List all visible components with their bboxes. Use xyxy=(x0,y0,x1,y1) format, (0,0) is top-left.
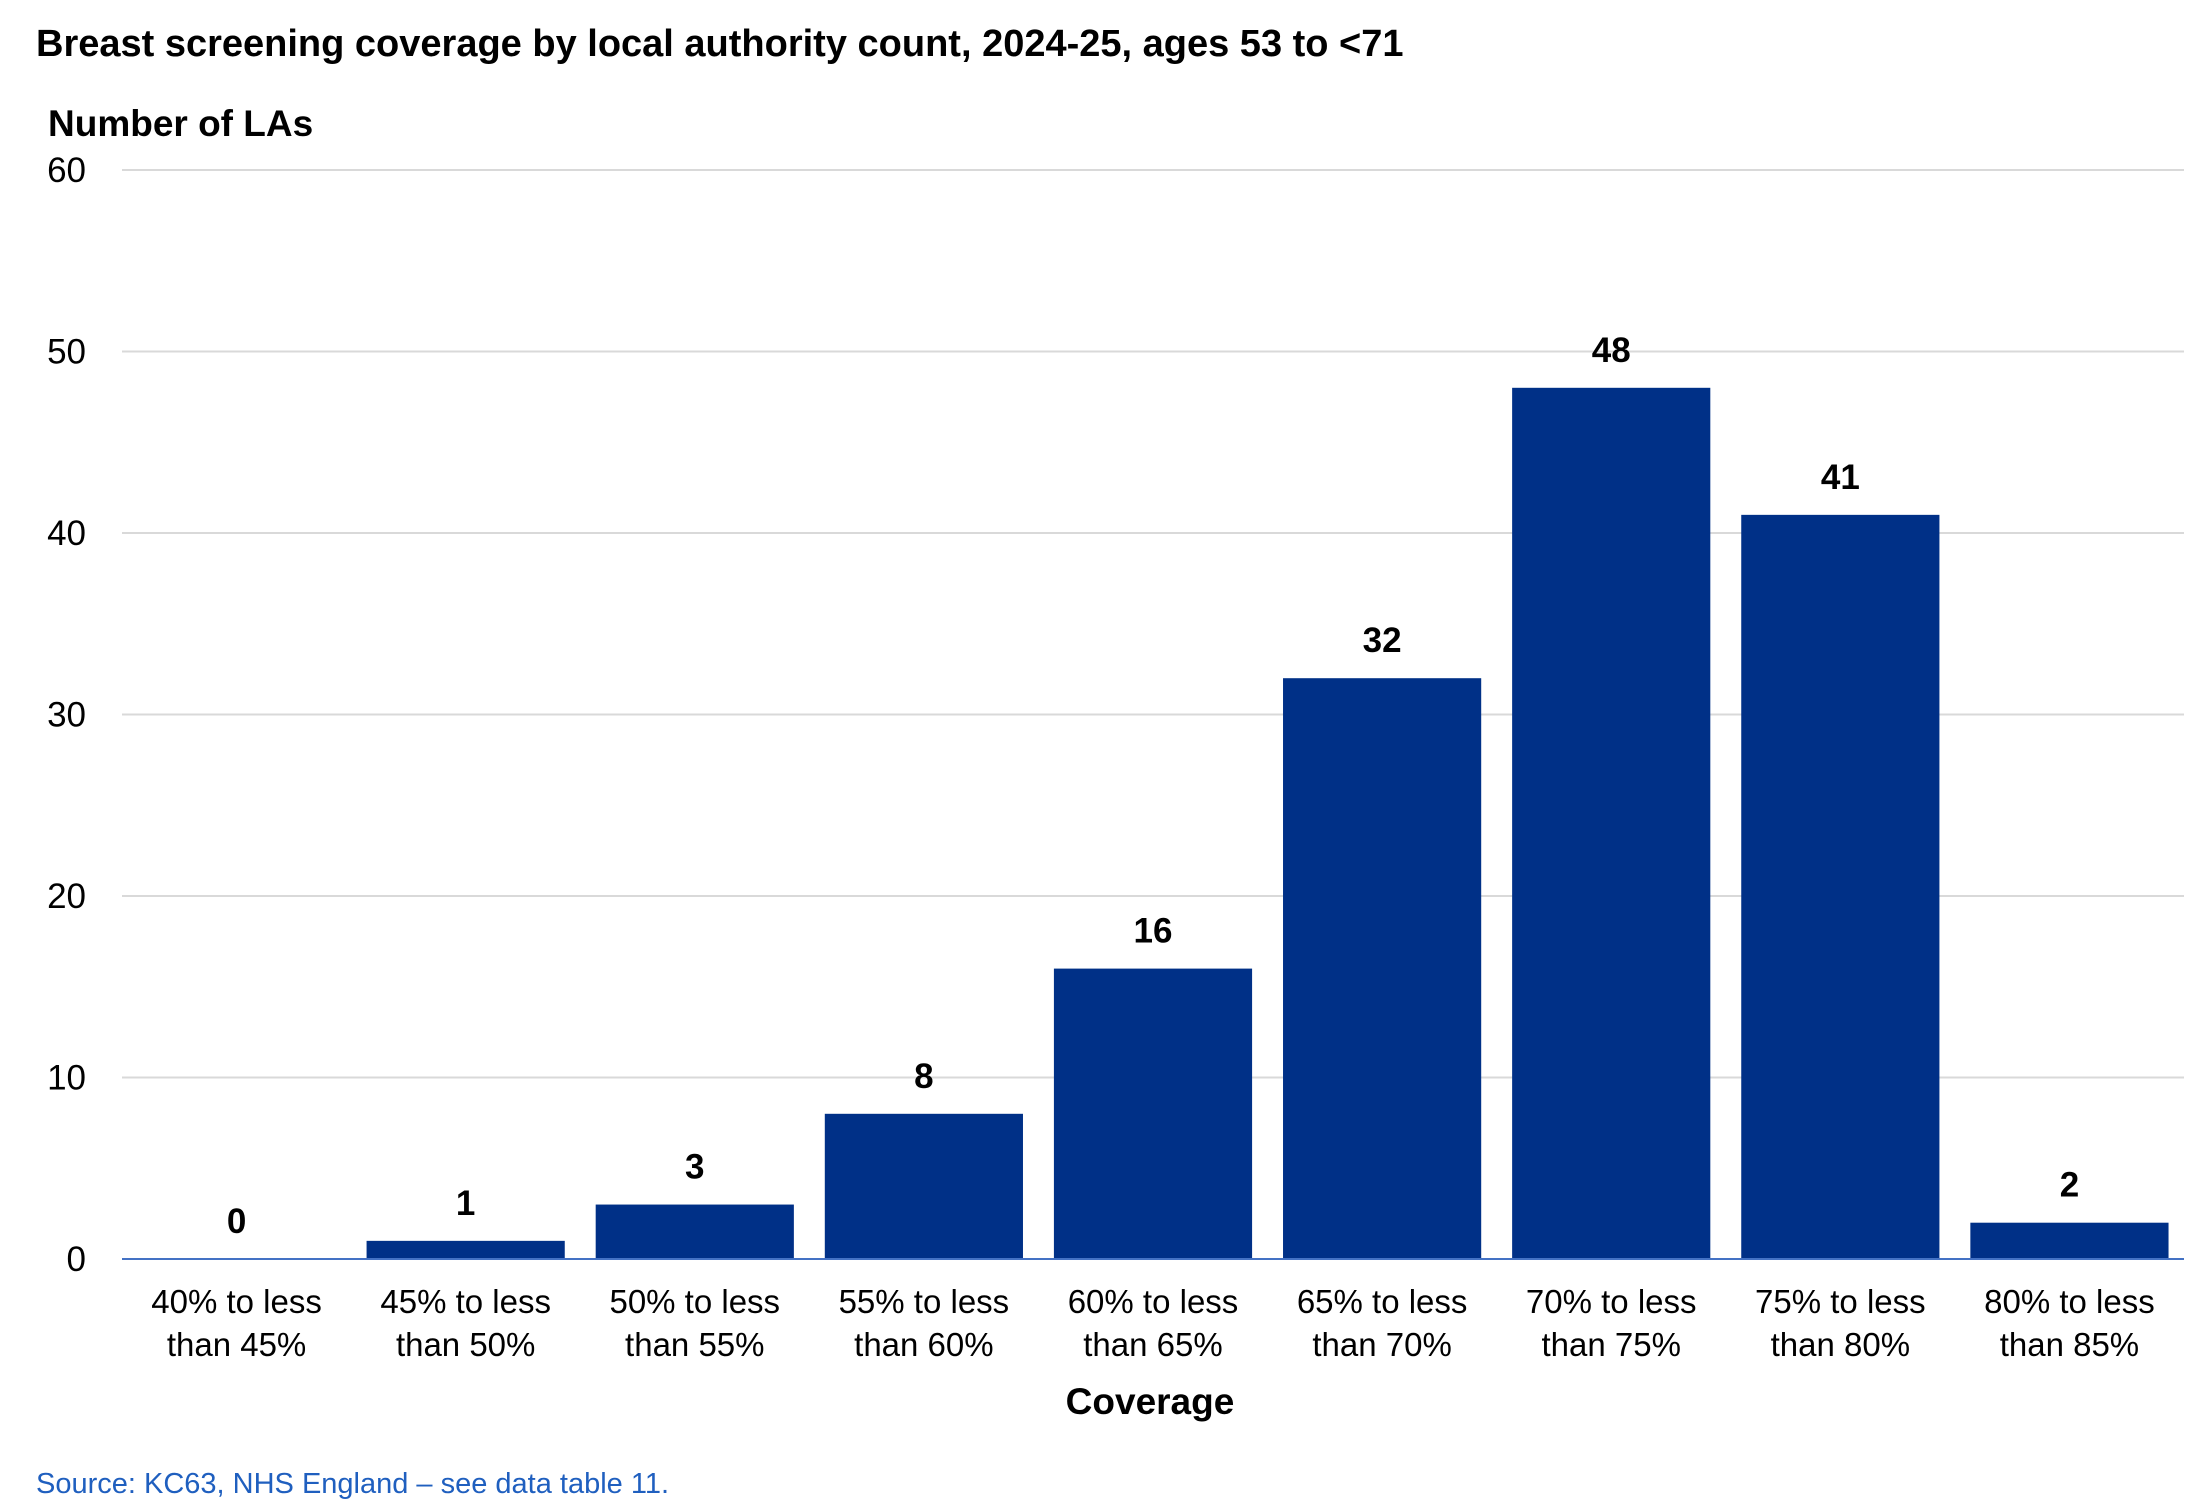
data-label: 3 xyxy=(685,1148,704,1187)
y-tick-label: 30 xyxy=(47,696,86,735)
bar xyxy=(824,1113,1023,1259)
x-tick-label: 75% to less than 80% xyxy=(1755,1283,1926,1363)
y-tick-label: 10 xyxy=(47,1059,86,1098)
x-tick-label: 70% to less than 75% xyxy=(1526,1283,1697,1363)
y-tick-label: 60 xyxy=(47,151,86,190)
x-tick-label: 45% to less than 50% xyxy=(380,1283,551,1363)
y-tick-label: 0 xyxy=(67,1240,86,1279)
bar xyxy=(1512,387,1711,1259)
y-tick-label: 40 xyxy=(47,514,86,553)
source-note: Source: KC63, NHS England – see data tab… xyxy=(36,1468,669,1500)
bar xyxy=(366,1240,565,1259)
data-labels: 0 1 3 8 16 32 48 41 2 xyxy=(227,331,2079,1241)
data-label: 0 xyxy=(227,1202,246,1241)
data-label: 2 xyxy=(2060,1166,2079,1205)
x-tick-label: 55% to less than 60% xyxy=(839,1283,1010,1363)
data-label: 8 xyxy=(914,1057,933,1096)
bars xyxy=(366,387,2169,1259)
y-axis-ticks: 0 10 20 30 40 50 60 xyxy=(47,151,86,1279)
x-tick-label: 80% to less than 85% xyxy=(1984,1283,2155,1363)
data-label: 32 xyxy=(1363,621,1402,660)
y-axis-label: Number of LAs xyxy=(48,103,313,144)
bar xyxy=(1741,514,1940,1259)
x-tick-label: 40% to less than 45% xyxy=(151,1283,322,1363)
data-label: 48 xyxy=(1592,331,1631,370)
bar xyxy=(1053,968,1253,1259)
data-label: 1 xyxy=(456,1184,475,1223)
data-label: 16 xyxy=(1134,912,1173,951)
bar xyxy=(595,1204,794,1259)
x-tick-label: 50% to less than 55% xyxy=(609,1283,780,1363)
x-axis-label: Coverage xyxy=(1066,1381,1235,1422)
x-tick-label: 60% to less than 65% xyxy=(1068,1283,1239,1363)
bar xyxy=(1283,678,1482,1259)
data-label: 41 xyxy=(1821,458,1860,497)
y-tick-label: 20 xyxy=(47,877,86,916)
chart-title: Breast screening coverage by local autho… xyxy=(36,23,1404,65)
x-axis-ticks: 40% to less than 45% 45% to less than 50% 50… xyxy=(151,1283,2154,1363)
x-tick-label: 65% to less than 70% xyxy=(1297,1283,1468,1363)
bar xyxy=(1970,1222,2169,1259)
y-tick-label: 50 xyxy=(47,333,86,372)
